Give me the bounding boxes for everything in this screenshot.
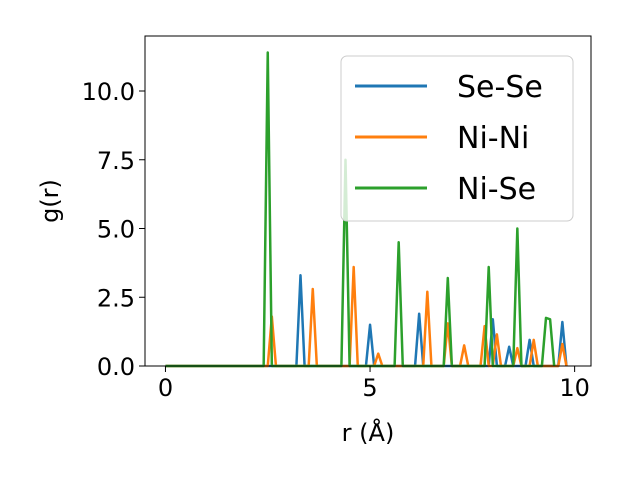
legend-label-ni-ni: Ni-Ni [457, 121, 529, 156]
legend: Se-Se Ni-Ni Ni-Se [340, 55, 574, 222]
axis-ticks: 0 5 10 0.0 2.5 5.0 7.5 10.0 [82, 78, 590, 402]
x-tick-label: 0 [158, 374, 173, 402]
x-tick-label: 10 [559, 374, 590, 402]
y-tick-label: 7.5 [97, 147, 135, 175]
y-tick-label: 2.5 [97, 284, 135, 312]
series-line-se-se [165, 274, 568, 368]
series-line-ni-ni [165, 265, 568, 368]
x-tick-label: 5 [362, 374, 377, 402]
y-tick-label: 10.0 [82, 78, 135, 106]
x-axis-label: r (Å) [342, 418, 395, 447]
y-tick-label: 0.0 [97, 353, 135, 381]
legend-box [340, 55, 574, 222]
plot-area-frame [144, 35, 592, 367]
y-axis-label: g(r) [36, 179, 64, 223]
legend-label-ni-se: Ni-Se [457, 172, 536, 207]
y-tick-label: 5.0 [97, 216, 135, 244]
legend-label-se-se: Se-Se [457, 70, 543, 105]
